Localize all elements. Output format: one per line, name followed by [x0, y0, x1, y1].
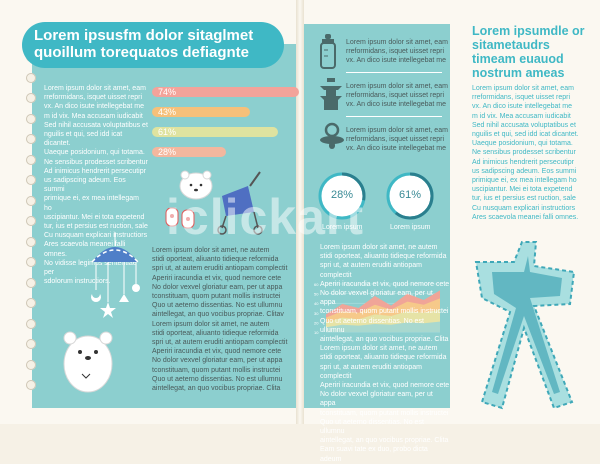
bar [152, 127, 279, 137]
y-tick-label: 60 [314, 282, 319, 287]
donut-caption: Lorem ipsum [390, 224, 431, 231]
donut-caption: Lorem ipsum [322, 224, 363, 231]
book-spine [296, 0, 304, 424]
y-tick-label: 30 [314, 311, 319, 316]
donut-value-label: 28% [330, 189, 354, 201]
area-chart: 60 50 40 30 20 10 [314, 282, 440, 335]
y-tick-label: 20 [314, 320, 319, 325]
left-column-text: Lorem ipsum dolor sit amet, eam rreformi… [44, 85, 148, 286]
baby-socks-icon [165, 207, 195, 229]
bar [152, 87, 299, 97]
high-chair-icon [474, 241, 576, 410]
donut-ring [318, 172, 366, 220]
baby-mobile-illustration [91, 232, 140, 318]
binder-hole [26, 380, 36, 390]
separator [346, 116, 442, 117]
icon-row-text: Lorem ipsum dolor sit amet, eam rreformi… [346, 83, 448, 109]
right-column-text: Lorem ipsum dolor sit amet, eam rreformi… [472, 85, 579, 221]
stroller-icon [217, 171, 263, 235]
binder-hole [26, 93, 36, 103]
right-column-panel [462, 80, 572, 222]
binder-hole [26, 113, 36, 124]
bar [152, 107, 250, 117]
binder-hole [26, 318, 36, 329]
bar [152, 147, 227, 157]
binder-hole [26, 359, 36, 370]
donut-value-arc [318, 172, 366, 220]
baby-bottle-icon [318, 34, 338, 75]
binder-hole [26, 134, 36, 144]
donut-value-label: 61% [398, 189, 422, 201]
middle-right-text: Lorem ipsum dolor sit amet, ne autem sti… [320, 244, 450, 463]
middle-left-text: Lorem ipsum dolor sit amet, ne autem sti… [152, 247, 288, 393]
bear-hat-icon [179, 170, 213, 200]
donut-ring [386, 172, 434, 220]
bar-label: 28% [158, 146, 177, 157]
binder-hole [26, 154, 36, 165]
binder-hole [26, 257, 36, 267]
y-tick-label: 40 [314, 301, 319, 306]
binder-hole [26, 195, 36, 206]
donut-value-arc [386, 172, 434, 220]
pagoda-icon [318, 78, 344, 115]
y-tick-label: 10 [314, 330, 319, 335]
binder-hole [26, 277, 36, 288]
header-pill [22, 22, 284, 68]
binder-hole [26, 236, 36, 247]
bar-label: 61% [158, 126, 177, 137]
polar-bear-icon [63, 331, 113, 393]
binder-hole [26, 175, 36, 185]
area-series [326, 321, 440, 332]
binder-hole [26, 339, 36, 349]
binder-hole [26, 298, 36, 308]
separator [346, 72, 442, 73]
watermark: iclickart [166, 189, 365, 245]
bar-label: 43% [158, 106, 177, 117]
baby-illustrations [165, 170, 263, 235]
binder-hole [26, 72, 36, 83]
icon-row-text: Lorem ipsum dolor sit amet, eam rreformi… [346, 39, 448, 65]
right-column-title: Lorem ipsumdle or sitametaudrs timeam eu… [472, 24, 585, 80]
y-tick-label: 50 [314, 292, 319, 297]
binder-hole [26, 216, 36, 226]
bar-label: 74% [158, 86, 177, 97]
page-title: Lorem ipsusfm dolor sitaglmet quoillum t… [34, 27, 254, 61]
icon-row-text: Lorem ipsum dolor sit amet, eam rreformi… [346, 127, 448, 153]
pacifier-icon [318, 122, 346, 155]
